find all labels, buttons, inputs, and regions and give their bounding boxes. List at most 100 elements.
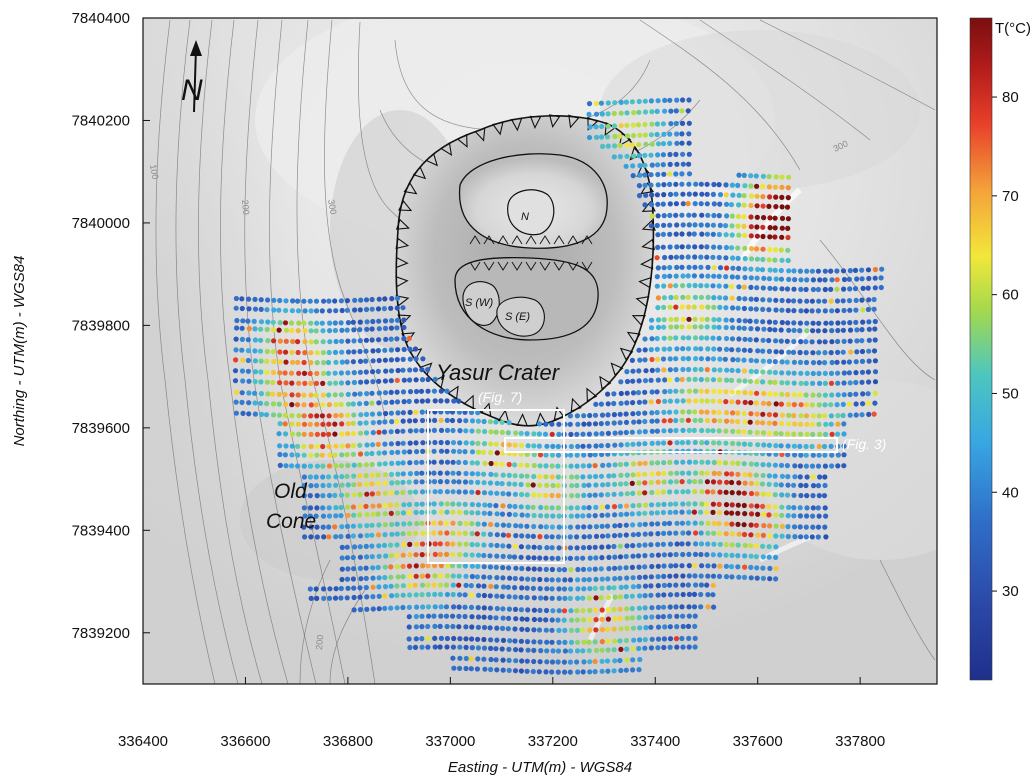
survey-point bbox=[407, 552, 413, 558]
survey-point bbox=[370, 584, 376, 590]
survey-point bbox=[636, 667, 642, 673]
survey-point bbox=[400, 592, 406, 598]
survey-point bbox=[288, 320, 295, 326]
survey-point bbox=[389, 593, 395, 599]
survey-point bbox=[816, 443, 822, 450]
survey-point bbox=[872, 285, 878, 291]
survey-point bbox=[810, 277, 817, 283]
survey-point bbox=[705, 592, 711, 598]
survey-point bbox=[283, 338, 289, 344]
survey-point bbox=[321, 298, 327, 304]
survey-point bbox=[618, 430, 624, 436]
survey-point bbox=[605, 594, 612, 601]
survey-point bbox=[580, 648, 586, 654]
survey-point bbox=[339, 431, 345, 437]
survey-point bbox=[375, 564, 381, 571]
survey-point bbox=[772, 420, 778, 426]
survey-point bbox=[252, 306, 259, 312]
survey-point bbox=[550, 513, 556, 519]
survey-point bbox=[612, 512, 618, 518]
inner-hachures bbox=[469, 235, 593, 271]
survey-point bbox=[598, 134, 605, 140]
survey-point bbox=[779, 215, 786, 221]
survey-point bbox=[482, 460, 488, 466]
survey-point bbox=[388, 410, 394, 416]
survey-point bbox=[617, 461, 624, 468]
survey-point bbox=[401, 542, 407, 548]
survey-point bbox=[810, 320, 816, 326]
survey-point bbox=[493, 646, 499, 652]
survey-point bbox=[786, 327, 792, 333]
survey-point bbox=[667, 644, 673, 650]
survey-point bbox=[333, 505, 339, 511]
survey-point bbox=[766, 504, 772, 510]
survey-point bbox=[773, 194, 779, 200]
survey-point bbox=[314, 493, 320, 499]
survey-point bbox=[605, 616, 612, 622]
survey-point bbox=[277, 359, 283, 365]
survey-point bbox=[692, 479, 698, 485]
survey-point bbox=[457, 418, 463, 424]
survey-point bbox=[406, 335, 412, 341]
survey-point bbox=[444, 541, 450, 547]
survey-point bbox=[810, 413, 816, 419]
survey-point bbox=[364, 442, 370, 448]
relief-background: 100 200 300 200 300 bbox=[143, 18, 937, 684]
survey-point bbox=[612, 462, 618, 468]
survey-point bbox=[686, 131, 692, 137]
survey-point bbox=[649, 336, 655, 342]
survey-point bbox=[673, 108, 679, 114]
survey-point bbox=[786, 349, 792, 355]
survey-point bbox=[538, 524, 544, 530]
survey-point bbox=[339, 474, 345, 480]
survey-point bbox=[301, 443, 307, 450]
survey-point bbox=[451, 448, 457, 454]
survey-point bbox=[302, 513, 308, 519]
survey-point bbox=[364, 379, 370, 385]
survey-point bbox=[333, 586, 339, 592]
survey-point bbox=[302, 380, 308, 386]
survey-point bbox=[660, 162, 666, 168]
survey-point bbox=[493, 461, 499, 467]
survey-point bbox=[487, 419, 493, 425]
survey-point bbox=[512, 543, 518, 550]
survey-point bbox=[798, 431, 804, 437]
survey-point bbox=[431, 530, 437, 536]
survey-point bbox=[649, 489, 655, 496]
survey-point bbox=[828, 402, 834, 408]
survey-point bbox=[276, 401, 282, 407]
survey-point bbox=[314, 443, 320, 450]
survey-point bbox=[699, 398, 705, 404]
survey-point bbox=[394, 592, 400, 599]
survey-point bbox=[500, 503, 506, 509]
survey-point bbox=[413, 573, 419, 579]
survey-point bbox=[667, 509, 673, 515]
survey-point bbox=[710, 222, 717, 228]
survey-point bbox=[748, 575, 754, 581]
survey-point bbox=[604, 134, 611, 140]
survey-point bbox=[537, 566, 543, 572]
survey-point bbox=[686, 427, 692, 433]
survey-point bbox=[724, 410, 730, 416]
survey-point bbox=[593, 401, 599, 407]
survey-point bbox=[742, 419, 748, 425]
survey-point bbox=[265, 297, 271, 303]
survey-point bbox=[846, 359, 853, 365]
survey-point bbox=[698, 541, 705, 547]
survey-point bbox=[822, 308, 828, 314]
survey-point bbox=[407, 489, 413, 495]
survey-point bbox=[592, 658, 598, 665]
survey-point bbox=[710, 254, 716, 260]
survey-point bbox=[568, 627, 575, 634]
survey-point bbox=[432, 623, 438, 630]
survey-point bbox=[351, 482, 357, 488]
survey-point bbox=[612, 133, 618, 140]
survey-point bbox=[736, 531, 742, 537]
survey-point bbox=[592, 544, 598, 550]
survey-point bbox=[314, 505, 320, 511]
survey-point bbox=[449, 563, 456, 569]
survey-point bbox=[612, 594, 618, 600]
survey-point bbox=[680, 501, 686, 507]
survey-point bbox=[642, 121, 648, 128]
survey-point bbox=[642, 378, 649, 384]
